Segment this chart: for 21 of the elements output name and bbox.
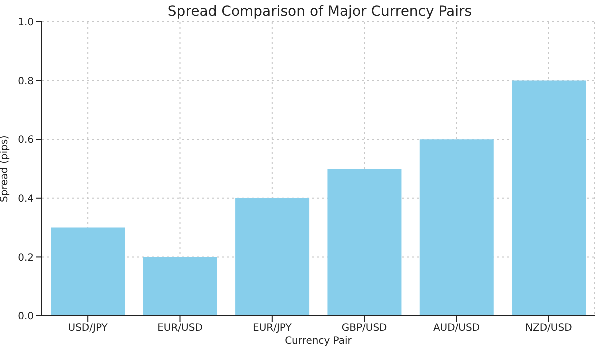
bar bbox=[420, 140, 494, 316]
x-tick-label: NZD/USD bbox=[526, 323, 573, 334]
y-tick-label: 0.2 bbox=[18, 252, 34, 264]
x-tick-label: USD/JPY bbox=[68, 323, 109, 334]
x-tick-label: AUD/USD bbox=[433, 323, 480, 334]
bar bbox=[328, 169, 402, 316]
chart-title: Spread Comparison of Major Currency Pairs bbox=[168, 4, 472, 20]
bar bbox=[512, 80, 586, 316]
bar bbox=[143, 257, 218, 316]
x-axis-title: Currency Pair bbox=[285, 336, 353, 347]
y-tick-label: 0.8 bbox=[18, 76, 34, 88]
bar bbox=[51, 228, 126, 316]
x-tick-label: EUR/JPY bbox=[253, 323, 293, 334]
bar bbox=[236, 198, 310, 316]
x-tick-label: EUR/USD bbox=[158, 323, 204, 334]
y-tick-label: 0.0 bbox=[18, 312, 34, 323]
y-axis-title: Spread (pips) bbox=[0, 135, 11, 202]
y-tick-label: 1.0 bbox=[18, 18, 34, 29]
y-tick-label: 0.4 bbox=[18, 194, 34, 205]
y-tick-label: 0.6 bbox=[18, 135, 34, 146]
x-tick-label: GBP/USD bbox=[342, 323, 388, 334]
